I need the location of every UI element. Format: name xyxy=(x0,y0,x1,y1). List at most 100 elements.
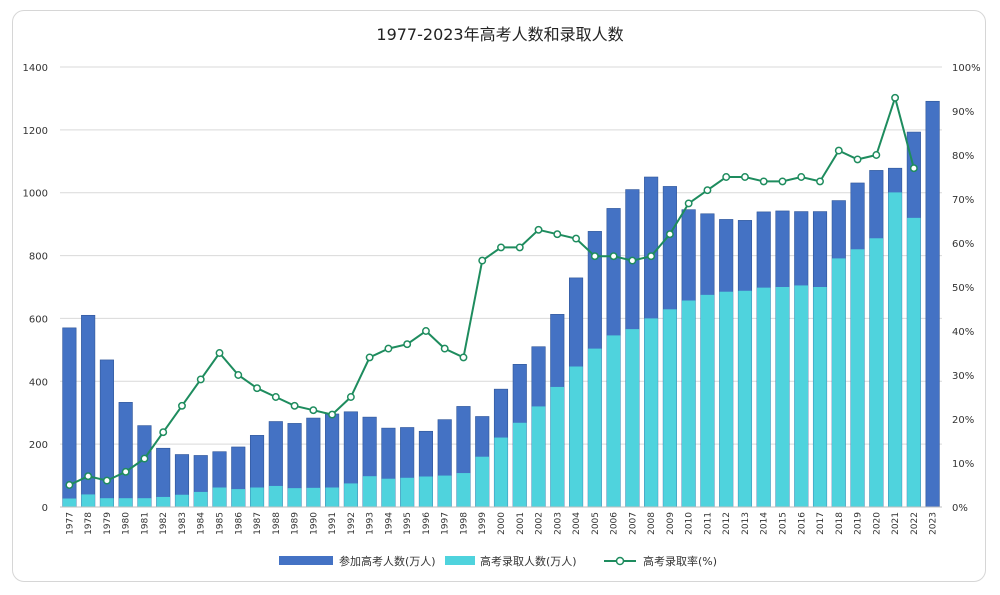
rate-point xyxy=(121,467,130,476)
rate-point xyxy=(684,199,693,208)
bar-admitted xyxy=(306,487,321,507)
rate-point xyxy=(816,177,824,186)
legend-item-rate: 高考录取率(%) xyxy=(604,554,717,568)
left-tick-label: 400 xyxy=(29,377,48,388)
rate-point xyxy=(140,454,149,463)
x-tick-label: 2007 xyxy=(628,512,638,535)
rate-point xyxy=(759,177,768,186)
rate-point xyxy=(478,256,487,265)
bar-admitted xyxy=(588,348,602,507)
bar-admitted xyxy=(794,285,809,507)
bar-applicants xyxy=(925,100,940,508)
rate-point xyxy=(196,375,205,384)
rate-line-series xyxy=(65,93,918,489)
bar-admitted xyxy=(869,238,884,508)
left-tick-label: 1000 xyxy=(23,189,48,200)
x-tick-label: 2021 xyxy=(891,512,901,535)
bar-admitted xyxy=(118,498,133,507)
x-tick-label: 2023 xyxy=(929,512,939,535)
rate-point xyxy=(421,327,430,335)
rate-point xyxy=(909,164,918,173)
rate-point xyxy=(647,252,656,261)
x-tick-label: 1989 xyxy=(291,512,301,535)
x-tick-label: 2014 xyxy=(760,512,770,535)
x-tick-label: 2022 xyxy=(910,512,920,535)
rate-point xyxy=(872,151,881,159)
bar-admitted xyxy=(832,258,846,507)
x-tick-label: 1981 xyxy=(140,512,150,535)
bar-admitted xyxy=(569,366,583,507)
bar-admitted xyxy=(456,473,471,507)
rate-point xyxy=(853,155,862,164)
bar-admitted xyxy=(231,489,246,507)
x-tick-label: 2005 xyxy=(591,512,601,535)
x-tick-label: 1999 xyxy=(478,512,488,535)
legend-label-applicants: 参加高考人数(万人) xyxy=(339,554,436,568)
bar-admitted xyxy=(531,406,546,507)
bar-admitted xyxy=(362,476,377,507)
bar-admitted xyxy=(606,335,621,507)
x-tick-label: 1982 xyxy=(159,512,169,535)
left-tick-label: 1200 xyxy=(23,126,48,137)
x-tick-label: 2003 xyxy=(553,512,563,535)
left-tick-label: 200 xyxy=(29,440,48,451)
left-tick-label: 0 xyxy=(42,503,48,514)
bar-admitted xyxy=(400,477,414,507)
bar-admitted xyxy=(156,496,170,507)
right-tick-label: 70% xyxy=(952,195,974,206)
x-tick-label: 1987 xyxy=(253,512,263,535)
legend-item-applicants: 参加高考人数(万人) xyxy=(279,554,436,568)
bar-admitted xyxy=(719,291,733,507)
bar-applicants xyxy=(99,359,114,508)
bar-admitted xyxy=(81,494,95,507)
right-tick-label: 50% xyxy=(952,283,974,294)
x-tick-label: 1990 xyxy=(309,512,319,535)
bar-admitted xyxy=(681,300,696,507)
right-tick-label: 100% xyxy=(952,63,981,74)
bar-admitted xyxy=(344,483,358,507)
x-tick-label: 2013 xyxy=(741,512,751,535)
right-tick-label: 0% xyxy=(952,503,968,514)
bar-admitted xyxy=(212,487,227,507)
bar-admitted xyxy=(813,287,827,507)
bar-admitted xyxy=(475,456,489,507)
x-tick-label: 2020 xyxy=(872,512,882,535)
x-tick-label: 1984 xyxy=(197,512,207,535)
rate-point xyxy=(741,173,749,181)
bar-admitted xyxy=(269,485,283,507)
x-tick-label: 2002 xyxy=(535,512,545,535)
right-tick-label: 30% xyxy=(952,371,974,382)
bar-applicants xyxy=(62,327,77,508)
x-tick-label: 1996 xyxy=(422,512,432,535)
bar-admitted xyxy=(907,217,921,507)
bar-admitted xyxy=(775,287,790,507)
legend: 参加高考人数(万人) 高考录取人数(万人) 高考录取率(%) xyxy=(279,554,717,568)
left-y-axis: 0 200 400 600 800 1000 1200 1400 xyxy=(23,63,48,514)
right-tick-label: 80% xyxy=(952,151,974,162)
rate-point xyxy=(384,344,393,353)
x-tick-label: 1977 xyxy=(65,512,75,535)
left-tick-label: 800 xyxy=(29,252,48,263)
x-tick-label: 1983 xyxy=(178,512,188,535)
rate-point xyxy=(609,252,618,261)
rate-point xyxy=(102,476,111,485)
right-tick-label: 60% xyxy=(952,239,974,250)
x-tick-label: 1985 xyxy=(216,512,226,535)
legend-label-admitted: 高考录取人数(万人) xyxy=(480,554,577,568)
legend-item-admitted: 高考录取人数(万人) xyxy=(445,554,577,568)
rate-point xyxy=(834,146,843,155)
rate-point xyxy=(778,177,787,186)
x-tick-label: 2012 xyxy=(722,512,732,535)
rate-point xyxy=(215,349,224,357)
rate-point xyxy=(234,371,243,379)
left-tick-label: 600 xyxy=(29,314,48,325)
left-tick-label: 1400 xyxy=(23,63,48,74)
chart-title: 1977-2023年高考人数和录取人数 xyxy=(376,25,623,44)
rate-point xyxy=(65,481,74,489)
x-tick-label: 1995 xyxy=(403,512,413,535)
x-tick-label: 1997 xyxy=(441,512,451,535)
bar-admitted xyxy=(137,498,152,507)
bar-applicants xyxy=(137,425,152,508)
bar-admitted xyxy=(175,494,189,507)
rate-point xyxy=(497,243,505,252)
